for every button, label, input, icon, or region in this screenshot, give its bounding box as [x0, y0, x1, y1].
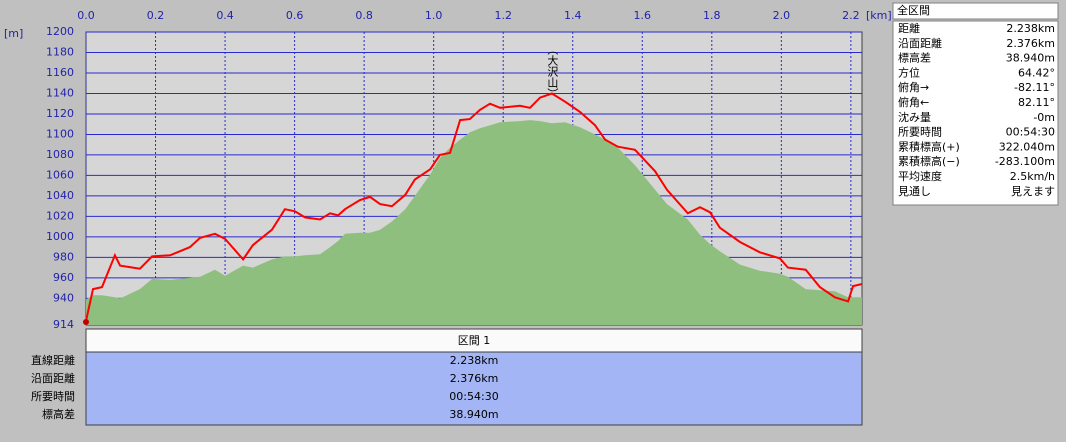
row-value: 2.238km: [450, 354, 499, 367]
panel-value: 82.11°: [1018, 96, 1055, 109]
row-label: 沿面距離: [31, 371, 75, 385]
start-marker: [83, 319, 89, 325]
section-rows: 直線距離 2.238km 沿面距離 2.376km 所要時間 00:54:30 標高差 38.…: [31, 353, 499, 421]
row-label: 所要時間: [31, 390, 75, 403]
panel-value: 見えます: [1011, 185, 1055, 198]
panel-label: 見通し: [898, 185, 931, 198]
y-tick-label: 960: [53, 271, 74, 284]
y-tick-label: 1020: [46, 209, 74, 222]
panel-label: 平均速度: [898, 169, 942, 183]
panel-label: 所要時間: [898, 126, 942, 139]
y-unit: [m]: [4, 27, 23, 40]
section-header: 区間 1: [458, 334, 491, 347]
panel-value: 64.42°: [1018, 66, 1055, 79]
y-tick-label: 1040: [46, 189, 74, 202]
x-tick-label: 1.6: [634, 9, 652, 22]
panel-value: 38.940m: [1006, 52, 1055, 65]
panel-label: 俯角←: [898, 95, 929, 109]
panel-value: 2.376km: [1006, 37, 1055, 50]
panel-value: 322.040m: [999, 140, 1055, 153]
panel-value: 2.5km/h: [1010, 170, 1055, 183]
panel-title-box: [892, 2, 1059, 20]
route-line: [85, 92, 863, 322]
x-tick-label: 2.0: [773, 9, 791, 22]
x-tick-label: 1.4: [564, 9, 582, 22]
panel-label: 沿面距離: [898, 36, 942, 50]
row-label: 直線距離: [31, 353, 75, 367]
row-value: 2.376km: [450, 372, 499, 385]
x-tick-label: 1.8: [703, 9, 721, 22]
y-tick-label: 1000: [46, 230, 74, 243]
section-values: [85, 351, 863, 426]
y-tick-label: 1140: [46, 86, 74, 99]
x-tick-label: 0.8: [355, 9, 373, 22]
y-tick-label: 1160: [46, 66, 74, 79]
x-tick-label: 1.2: [494, 9, 512, 22]
summary-panel: [892, 20, 1059, 206]
x-tick-label: 0.6: [286, 9, 304, 22]
y-tick-label: 914: [53, 318, 74, 331]
y-tick-label: 980: [53, 250, 74, 263]
row-label: 標高差: [42, 407, 75, 421]
y-tick-label: 1200: [46, 25, 74, 38]
y-tick-label: 940: [53, 291, 74, 304]
panel-value: 2.238km: [1006, 22, 1055, 35]
y-tick-label: 1180: [46, 45, 74, 58]
panel-label: 方位: [898, 65, 920, 79]
x-tick-label: 2.2: [842, 9, 860, 22]
x-tick-label: 0.0: [77, 9, 95, 22]
y-tick-label: 1120: [46, 107, 74, 120]
y-tick-label: 1060: [46, 168, 74, 181]
x-tick-label: 1.0: [425, 9, 443, 22]
panel-rows: 距離 2.238km 沿面距離 2.376km 標高差 38.940m 方位 64.42° 俯角…: [898, 21, 1055, 198]
panel-value: -82.11°: [1014, 81, 1055, 94]
panel-value: -283.100m: [995, 155, 1055, 168]
panel-label: 沈み量: [898, 110, 931, 124]
terrain-area: [86, 120, 862, 325]
x-unit: [km]: [866, 9, 892, 22]
x-tick-label: 0.2: [147, 9, 165, 22]
panel-label: 距離: [898, 21, 920, 35]
panel-label: 標高差: [898, 51, 931, 65]
y-tick-label: 1080: [46, 148, 74, 161]
row-value: 38.940m: [449, 408, 498, 421]
plot-content: [85, 31, 863, 326]
y-tick-label: 1100: [46, 127, 74, 140]
panel-value: -0m: [1033, 111, 1055, 124]
panel-title: 全区間: [897, 3, 930, 17]
panel-value: 00:54:30: [1006, 126, 1055, 139]
peak-annotation: （大沢山）: [546, 44, 559, 99]
panel-label: 累積標高(−): [898, 154, 960, 168]
panel-label: 累積標高(+): [898, 139, 960, 153]
x-tick-label: 0.4: [216, 9, 234, 22]
panel-label: 俯角→: [898, 80, 929, 94]
row-value: 00:54:30: [449, 390, 498, 403]
